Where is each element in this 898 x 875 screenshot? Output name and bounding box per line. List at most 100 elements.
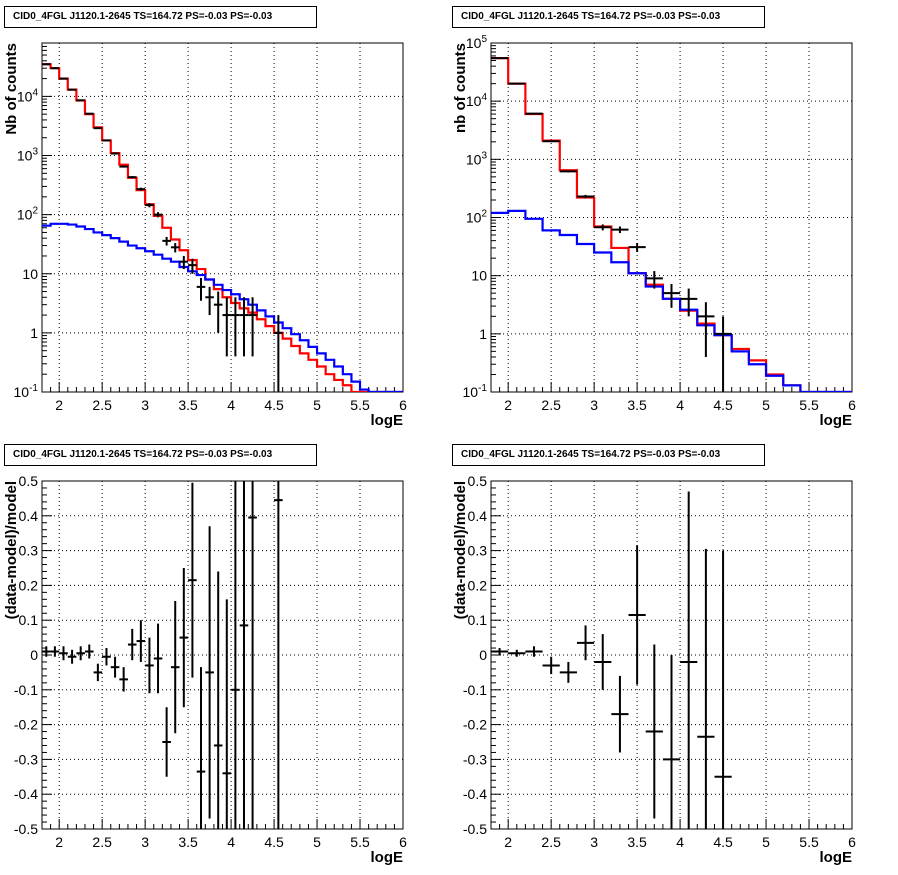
chart-title-4: CID0_4FGL J1120.1-2645 TS=164.72 PS=-0.0… [452, 444, 765, 466]
data-point [179, 568, 189, 708]
data-point [542, 140, 560, 143]
data-point [611, 675, 629, 753]
x-axis-ticks [41, 382, 404, 392]
y-tick-label: 10 [22, 266, 38, 282]
data-point [628, 242, 646, 253]
y-tick-label: 102 [466, 209, 488, 226]
data-point [205, 286, 214, 316]
y-tick-label: 103 [17, 147, 39, 164]
x-tick-label: 2 [55, 397, 63, 413]
x-tick-label: 4.5 [713, 397, 733, 413]
y-tick-label: -0.5 [463, 821, 487, 837]
data-point [525, 112, 543, 115]
y-axis-label: (data-model)/model [3, 481, 20, 619]
data-point [662, 283, 681, 308]
data-point [67, 649, 77, 664]
data-point [213, 571, 223, 829]
plot-frame [41, 42, 404, 393]
y-tick-label: -0.4 [463, 786, 487, 802]
x-tick-label: 4 [676, 397, 684, 413]
data-point [127, 628, 137, 661]
chart-panel-4: 2 2.5 3 3.5 4 4.5 5 5.5 6 -0.5 -0.4 -0.3 -0.2 -0.1 0 0.… [452, 473, 856, 866]
model-histogram-2 [42, 222, 403, 392]
y-tick-label: 104 [466, 92, 488, 109]
x-tick-label: 5 [762, 834, 770, 850]
chart-panel-1: 2 2.5 3 3.5 4 4.5 5 5.5 6 10-1 1 10 102 103 104 logE Nb … [3, 42, 407, 429]
chart-title-2: CID0_4FGL J1120.1-2645 TS=164.72 PS=-0.0… [452, 6, 765, 28]
y-tick-label: -0.1 [14, 682, 38, 698]
x-tick-label: 5.5 [799, 834, 819, 850]
data-point [102, 648, 111, 666]
data-point [188, 258, 197, 274]
data-point [162, 236, 171, 246]
grid [42, 43, 403, 392]
data-point [611, 226, 629, 234]
data-point [594, 634, 612, 690]
x-tick-label: 6 [399, 397, 407, 413]
y-tick-label: 0.4 [468, 508, 488, 524]
data-point [102, 139, 111, 142]
x-tick-label: 4 [676, 834, 684, 850]
x-tick-label: 4.5 [713, 834, 733, 850]
model-histogram-1 [491, 57, 852, 392]
x-tick-label: 4 [227, 834, 235, 850]
data-points [491, 491, 732, 829]
data-point [594, 224, 612, 231]
data-point [628, 545, 646, 685]
data-point [145, 203, 154, 208]
y-tick-label: 0.3 [19, 543, 39, 559]
data-point [576, 625, 595, 661]
data-point [645, 271, 663, 289]
data-point [136, 620, 146, 662]
data-point [136, 187, 146, 191]
data-point [274, 315, 283, 392]
y-tick-label: 103 [466, 150, 488, 167]
data-point [508, 649, 526, 657]
data-point [559, 170, 577, 173]
data-point [76, 646, 85, 661]
data-point [93, 127, 103, 130]
chart-panel-3: 2 2.5 3 3.5 4 4.5 5 5.5 6 -0.5 -0.4 -0.3 -0.2 -0.1 0 0.… [3, 473, 407, 866]
data-point [697, 302, 715, 357]
data-point [559, 661, 577, 683]
x-tick-label: 2 [504, 834, 512, 850]
data-points [42, 63, 283, 392]
data-point [179, 255, 189, 270]
data-point [93, 663, 103, 682]
data-layer [42, 63, 403, 392]
grid [42, 481, 403, 829]
data-point [153, 212, 163, 218]
data-point [542, 656, 560, 675]
y-tick-label: 0.1 [468, 612, 488, 628]
data-point [662, 655, 681, 829]
data-point [525, 646, 543, 657]
chart-panel-2: 2 2.5 3 3.5 4 4.5 5 5.5 6 10-1 1 10 102 103 104 105 logE… [452, 34, 856, 429]
data-point [153, 623, 163, 694]
y-axis-label: nb of counts [452, 43, 469, 133]
y-tick-label: 0.2 [468, 577, 488, 593]
data-point [76, 99, 85, 102]
x-tick-label: 2.5 [92, 397, 112, 413]
x-axis-label: logE [371, 849, 404, 866]
y-tick-label: 104 [17, 87, 39, 104]
data-point [84, 644, 94, 659]
y-axis-ticks [42, 42, 52, 393]
data-point [680, 288, 698, 317]
x-tick-label: 5.5 [350, 397, 370, 413]
x-tick-label: 3.5 [627, 834, 647, 850]
x-tick-label: 3.5 [627, 397, 647, 413]
data-point [110, 656, 120, 678]
x-tick-label: 3.5 [178, 397, 198, 413]
data-point [42, 646, 51, 657]
data-point [162, 707, 171, 777]
x-tick-label: 4.5 [264, 397, 284, 413]
data-point [119, 165, 128, 168]
data-layer [491, 57, 852, 392]
x-tick-label: 6 [848, 397, 856, 413]
y-axis-ticks [42, 480, 52, 830]
x-tick-label: 2 [504, 397, 512, 413]
x-tick-label: 6 [848, 834, 856, 850]
y-tick-label: 105 [466, 34, 488, 51]
x-axis-label: logE [820, 412, 853, 429]
